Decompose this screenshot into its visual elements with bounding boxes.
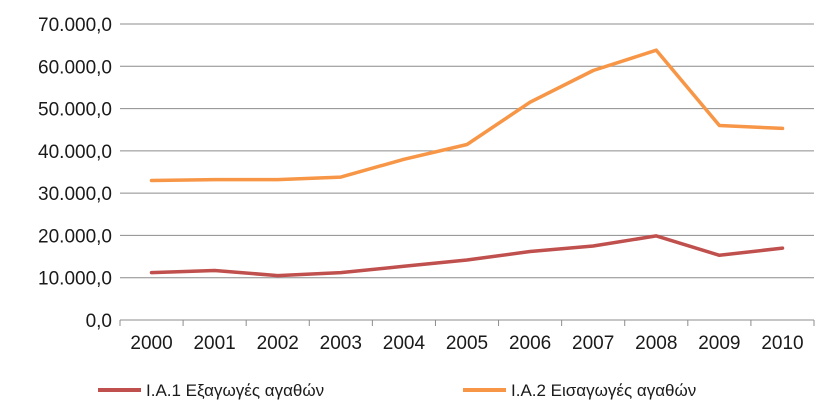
x-tick-label: 2009: [698, 333, 740, 354]
y-tick-label: 10.000,0: [38, 269, 112, 290]
y-tick-label: 20.000,0: [38, 226, 112, 247]
x-tick-label: 2005: [446, 333, 488, 354]
x-tick-label: 2008: [635, 333, 677, 354]
x-tick-label: 2006: [509, 333, 551, 354]
y-axis-ticks: 0,0 10.000,0 20.000,0 30.000,0 40.000,0 50.00…: [38, 15, 112, 332]
y-tick-label: 40.000,0: [38, 142, 112, 163]
x-tick-label: 2007: [572, 333, 614, 354]
y-tick-label: 0,0: [86, 311, 112, 332]
y-tick-label: 70.000,0: [38, 15, 112, 36]
legend: Ι.Α.1 Εξαγωγές αγαθών Ι.Α.2 Εισαγωγές αγ…: [98, 381, 696, 400]
series-lines: [149, 48, 785, 278]
legend-label-exports: Ι.Α.1 Εξαγωγές αγαθών: [146, 381, 324, 400]
x-axis: 2000 2001 2002 2003 2004 2005 2006 2007 2008 2009…: [119, 319, 815, 354]
x-tick-label: 2004: [383, 333, 426, 354]
x-tick-label: 2003: [320, 333, 362, 354]
series-line-0: [149, 234, 785, 278]
x-tick-label: 2001: [193, 333, 235, 354]
x-tick-label: 2010: [761, 333, 803, 354]
y-tick-label: 30.000,0: [38, 184, 112, 205]
y-tick-label: 60.000,0: [38, 57, 112, 78]
series-line-1: [149, 48, 785, 183]
legend-label-imports: Ι.Α.2 Εισαγωγές αγαθών: [511, 381, 696, 400]
gridlines: [120, 23, 814, 279]
x-tick-label: 2000: [130, 333, 172, 354]
x-tick-label: 2002: [257, 333, 299, 354]
y-tick-label: 50.000,0: [38, 100, 112, 121]
